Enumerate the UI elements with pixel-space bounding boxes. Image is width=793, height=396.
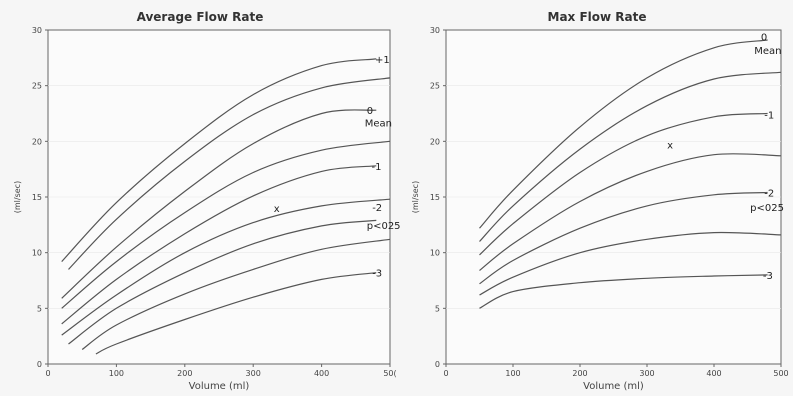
- y-axis-label: (ml/sec): [411, 181, 420, 213]
- curve-annotation: 0: [367, 106, 373, 117]
- curve-annotation: 0: [761, 33, 767, 44]
- series-line-7: [479, 274, 768, 309]
- y-tick-label: 15: [32, 193, 42, 202]
- series-line-4: [479, 153, 782, 271]
- series-line-1: [479, 39, 768, 229]
- curve-annotation: p<025: [750, 203, 784, 214]
- x-tick-label: 0: [45, 369, 50, 378]
- series-line-4: [61, 140, 391, 309]
- series-line-3: [479, 112, 768, 256]
- y-tick-label: 0: [37, 360, 42, 369]
- series-line-3: [61, 109, 377, 299]
- y-tick-label: 25: [430, 82, 440, 91]
- x-tick-label: 300: [639, 369, 654, 378]
- curve-annotation: x: [274, 204, 280, 215]
- curve-annotation: Mean: [754, 46, 781, 57]
- series-line-9: [95, 272, 377, 355]
- series-line-2: [68, 77, 391, 270]
- y-tick-label: 25: [32, 82, 42, 91]
- series-line-6: [479, 231, 782, 296]
- chart-title: Max Flow Rate: [548, 10, 647, 24]
- y-tick-label: 5: [435, 304, 440, 313]
- series-line-5: [479, 191, 768, 285]
- x-axis-label: Volume (ml): [583, 381, 644, 392]
- curve-annotation: -2: [764, 189, 774, 200]
- x-tick-label: 50(: [383, 369, 396, 378]
- y-tick-label: 10: [32, 249, 42, 258]
- chart-title: Average Flow Rate: [137, 10, 264, 24]
- series-line-5: [61, 165, 377, 325]
- curve-annotation: +1: [375, 55, 390, 66]
- x-tick-label: 400: [314, 369, 329, 378]
- x-tick-label: 100: [109, 369, 124, 378]
- curve-annotation: -3: [763, 271, 773, 282]
- series-line-6: [61, 198, 391, 336]
- x-tick-label: 100: [505, 369, 520, 378]
- x-tick-label: 200: [177, 369, 192, 378]
- y-tick-label: 10: [430, 249, 440, 258]
- y-tick-label: 20: [430, 137, 440, 146]
- series-line-7: [68, 219, 377, 345]
- series-line-8: [81, 238, 391, 350]
- y-tick-label: 0: [435, 360, 440, 369]
- x-tick-label: 400: [706, 369, 721, 378]
- curve-annotation: -1: [372, 162, 382, 173]
- y-tick-label: 20: [32, 137, 42, 146]
- x-tick-label: 200: [572, 369, 587, 378]
- y-tick-label: 30: [32, 26, 42, 35]
- y-tick-label: 15: [430, 193, 440, 202]
- curve-annotation: -1: [764, 111, 774, 122]
- curve-annotation: p<025: [367, 221, 401, 232]
- y-axis-label: (ml/sec): [13, 181, 22, 213]
- x-tick-label: 500: [773, 369, 788, 378]
- curve-annotation: -2: [372, 203, 382, 214]
- series-line-1: [61, 58, 377, 263]
- y-tick-label: 5: [37, 304, 42, 313]
- y-tick-label: 30: [430, 26, 440, 35]
- curve-annotation: x: [667, 141, 673, 152]
- x-tick-label: 300: [246, 369, 261, 378]
- x-tick-label: 0: [443, 369, 448, 378]
- curve-annotation: Mean: [365, 118, 392, 129]
- curve-annotation: -3: [372, 269, 382, 280]
- x-axis-label: Volume (ml): [189, 381, 250, 392]
- series-line-2: [479, 71, 782, 242]
